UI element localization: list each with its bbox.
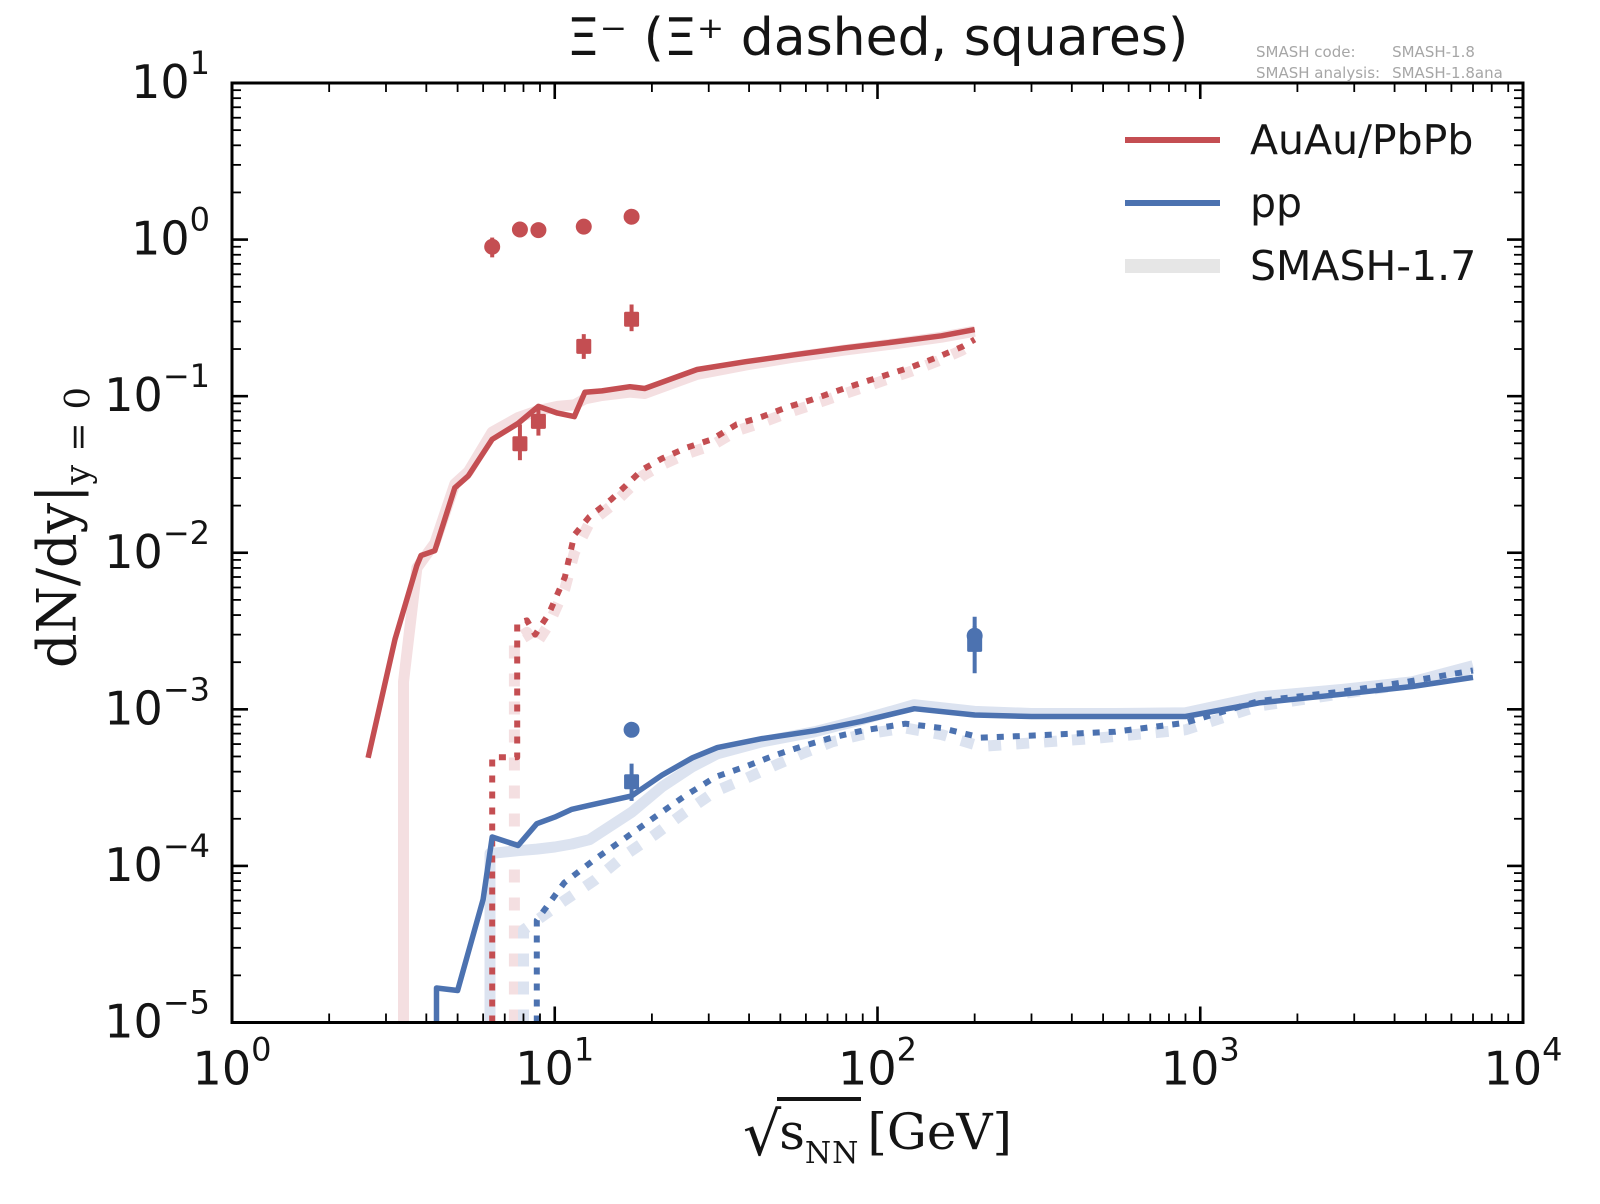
- legend: AuAu/PbPb pp SMASH-1.7: [1125, 108, 1476, 297]
- legend-item-auau: AuAu/PbPb: [1125, 108, 1476, 171]
- x-tick-label: 101: [515, 1031, 594, 1096]
- y-tick-label: 100: [131, 201, 210, 266]
- legend-label-smash17: SMASH-1.7: [1250, 241, 1477, 290]
- smash-analysis-value: SMASH-1.8ana: [1392, 64, 1503, 82]
- y-axis-label: dN/dy|y = 0: [26, 386, 99, 668]
- exp-pp-xi-plus: [624, 616, 983, 801]
- legend-item-pp: pp: [1125, 171, 1476, 234]
- exp-auau-xi-plus-marker: [530, 413, 546, 429]
- exp-pp-xi-plus-marker: [967, 636, 983, 652]
- legend-line-swatch-blue: [1125, 199, 1220, 206]
- exp-pp-xi-minus-marker: [623, 721, 640, 738]
- x-tick-label: 102: [838, 1031, 917, 1096]
- exp-auau-xi-plus-marker: [576, 338, 592, 354]
- y-tick-label: 10−5: [104, 984, 210, 1049]
- exp-auau-xi-minus-marker: [484, 238, 501, 255]
- legend-label-auau: AuAu/PbPb: [1250, 115, 1474, 164]
- ticks-group: [232, 83, 1523, 1023]
- smash-analysis-label: SMASH analysis:: [1256, 64, 1381, 82]
- x-tick-label: 100: [193, 1031, 272, 1096]
- exp-auau-xi-plus-marker: [624, 311, 640, 327]
- series-smash18-pp-xi-minus: [433, 674, 1474, 1023]
- sqrt-symbol: √: [742, 1100, 781, 1170]
- smash-code-label: SMASH code:: [1256, 43, 1356, 61]
- series-smash17-pp-xi-plus-band: [518, 664, 1475, 1023]
- tick-labels-group: 100 101 102 103 104 101 100 10−1 10−2 10−3 10−4 10−…: [104, 44, 1562, 1096]
- series-smash18-auau-xi-plus: [489, 336, 977, 1023]
- series-smash18-auau-xi-minus: [365, 326, 976, 759]
- y-axis-subscript: y = 0: [58, 386, 99, 485]
- data-points-group: [484, 208, 983, 801]
- smash-code-value: SMASH-1.8: [1392, 43, 1475, 61]
- x-axis-unit: [GeV]: [867, 1103, 1013, 1161]
- x-axis-subscript: NN: [804, 1136, 860, 1171]
- y-axis-symbol: dN/dy|: [25, 484, 89, 668]
- x-tick-label: 103: [1161, 1031, 1240, 1096]
- series-smash18-pp-xi-plus: [533, 667, 1474, 1023]
- exp-pp-xi-minus: [623, 626, 983, 738]
- exp-auau-xi-minus-marker: [623, 208, 640, 225]
- exp-auau-xi-minus-marker: [575, 218, 592, 235]
- y-tick-label: 101: [131, 44, 210, 109]
- y-tick-label: 10−2: [104, 514, 210, 579]
- x-tick-label: 104: [1484, 1031, 1563, 1096]
- exp-auau-xi-minus-marker: [511, 221, 528, 238]
- exp-auau-xi-minus: [484, 208, 640, 258]
- page-title: Ξ⁻ (Ξ⁺ dashed, squares): [566, 8, 1189, 68]
- exp-auau-xi-plus: [512, 304, 640, 461]
- exp-auau-xi-minus-marker: [530, 222, 547, 239]
- x-axis-symbol: sNN: [777, 1097, 862, 1171]
- y-tick-label: 10−3: [104, 670, 210, 735]
- smash-version-annotation: SMASH code: SMASH-1.8 SMASH analysis: SM…: [1256, 42, 1503, 83]
- exp-auau-xi-plus-marker: [512, 436, 528, 452]
- series-smash17-pp-xi-minus-band: [484, 660, 1475, 1023]
- series-group: [365, 325, 1475, 1023]
- legend-band-swatch-gray: [1125, 258, 1220, 273]
- legend-line-swatch-red: [1125, 136, 1220, 143]
- legend-item-smash17: SMASH-1.7: [1125, 234, 1476, 297]
- x-axis-label: √sNN [GeV]: [232, 1097, 1523, 1171]
- legend-label-pp: pp: [1250, 178, 1303, 227]
- series-smash17-auau-xi-plus-band: [508, 337, 978, 1023]
- exp-pp-xi-plus-marker: [624, 774, 640, 790]
- y-tick-label: 10−1: [104, 357, 210, 422]
- y-tick-label: 10−4: [104, 827, 210, 892]
